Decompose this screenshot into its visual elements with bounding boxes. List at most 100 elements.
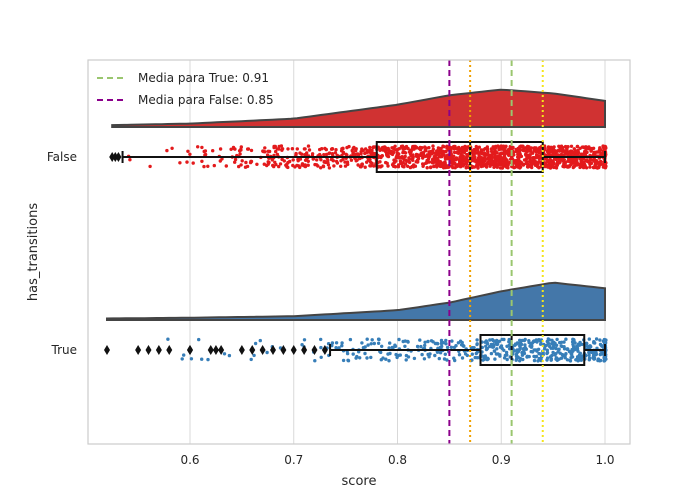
rain-point <box>355 158 359 162</box>
rain-point <box>178 161 182 165</box>
rain-point <box>452 356 456 360</box>
rain-point <box>569 144 574 148</box>
rain-point <box>477 145 481 149</box>
rain-point <box>298 157 303 161</box>
rain-point <box>584 341 589 345</box>
rain-point <box>554 356 559 360</box>
rain-point <box>492 339 496 343</box>
rain-point <box>238 152 242 156</box>
rain-point <box>514 342 519 346</box>
rain-point <box>460 160 464 164</box>
rain-point <box>302 338 307 342</box>
rain-point <box>464 158 468 162</box>
rain-point <box>514 162 518 166</box>
outlier-marker <box>212 345 219 355</box>
rain-point <box>412 356 417 361</box>
rain-point <box>303 163 307 167</box>
rain-point <box>552 165 556 170</box>
rain-point <box>321 164 326 169</box>
rain-point <box>295 163 299 168</box>
rain-point <box>403 344 407 348</box>
rain-point <box>498 154 502 158</box>
rain-point <box>391 346 395 350</box>
rain-point <box>588 158 592 162</box>
x-tick-label: 0.7 <box>284 453 303 467</box>
rain-point <box>561 164 565 169</box>
rain-point <box>218 147 223 151</box>
rain-point <box>563 144 568 149</box>
rain-point <box>407 160 412 165</box>
rain-point <box>354 149 358 153</box>
rain-point <box>232 146 236 151</box>
rain-point <box>202 164 206 169</box>
rain-point <box>425 166 429 170</box>
rain-point <box>442 357 447 361</box>
rain-point <box>320 147 324 151</box>
rain-point <box>387 151 391 155</box>
rain-point <box>581 152 585 156</box>
rain-point <box>423 340 427 344</box>
outlier-marker <box>115 152 122 162</box>
outlier-marker <box>249 345 256 355</box>
rain-point <box>543 347 547 351</box>
rain-point <box>427 150 431 154</box>
rain-point <box>569 351 573 355</box>
rain-point <box>327 151 331 156</box>
rain-point <box>410 146 415 150</box>
rain-point <box>380 344 384 348</box>
rain-point <box>401 147 405 151</box>
rain-point <box>457 353 462 357</box>
rain-point <box>517 151 522 155</box>
rain-point <box>534 153 539 157</box>
rain-point <box>454 156 459 160</box>
rain-point <box>333 151 338 155</box>
outlier-marker <box>218 345 225 355</box>
rain-point <box>393 164 397 169</box>
rain-point <box>360 162 364 166</box>
x-tick-label: 0.9 <box>492 453 511 467</box>
rain-point <box>476 166 480 170</box>
rain-point <box>491 342 496 347</box>
rain-point <box>425 158 429 163</box>
rain-point <box>206 357 210 362</box>
rain-point <box>315 158 319 162</box>
rain-point <box>598 358 603 363</box>
rain-point <box>526 162 531 166</box>
rain-point <box>566 153 570 157</box>
y-tick-label: True <box>51 343 78 357</box>
rain-point <box>345 145 349 150</box>
rain-point <box>401 144 405 148</box>
rain-point <box>346 162 350 167</box>
rain-point <box>439 154 444 158</box>
rain-point <box>512 165 516 170</box>
rain-point <box>211 149 215 153</box>
rain-point <box>369 355 373 360</box>
rain-point <box>549 150 553 154</box>
box-true <box>479 334 586 366</box>
rain-point <box>341 358 346 363</box>
rain-point <box>224 164 228 168</box>
rain-point <box>502 356 507 360</box>
rain-point <box>390 152 394 156</box>
rain-point <box>546 337 550 341</box>
rain-point <box>474 351 478 356</box>
rain-point <box>423 145 427 149</box>
rain-point <box>450 164 454 168</box>
rain-point <box>332 164 336 168</box>
rain-point <box>470 352 474 356</box>
rain-point <box>280 148 284 152</box>
rain-point <box>435 160 439 164</box>
rain-point <box>499 158 503 162</box>
outlier-marker <box>280 345 287 355</box>
rain-point <box>445 345 450 350</box>
rain-point <box>403 154 407 159</box>
rain-point <box>359 151 363 156</box>
rain-point <box>319 158 323 162</box>
rain-point <box>537 150 541 155</box>
rain-point <box>294 151 298 156</box>
rain-point <box>558 160 562 164</box>
rain-point <box>518 338 522 342</box>
rain-point <box>443 157 448 161</box>
rain-point <box>522 350 526 354</box>
